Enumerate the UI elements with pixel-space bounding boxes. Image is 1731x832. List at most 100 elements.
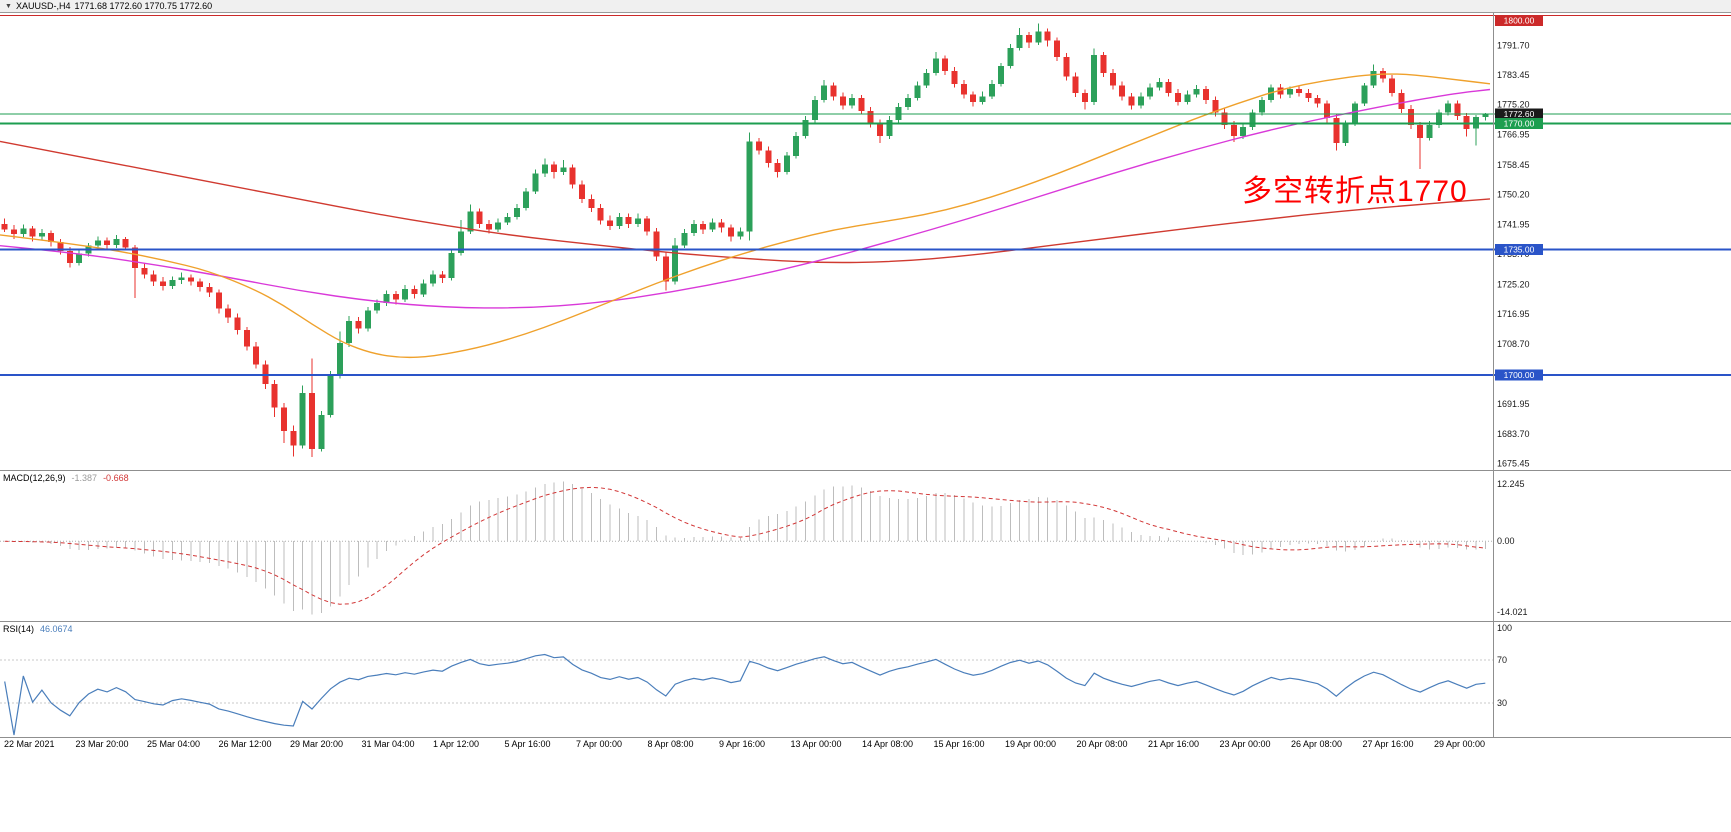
rsi-name: RSI(14): [3, 624, 35, 634]
candle-body: [1314, 98, 1321, 104]
candle-body: [1007, 47, 1014, 66]
candle-body: [951, 71, 958, 84]
candle-body: [355, 321, 362, 329]
candle-body: [579, 184, 585, 199]
price-axis[interactable]: 1791.70 1783.45 1775.20 1766.95 1758.45 1750.…: [1495, 15, 1543, 708]
time-label: 14 Apr 08:00: [862, 739, 914, 749]
candle-body: [1407, 109, 1414, 126]
candle-body: [1063, 56, 1070, 77]
candle-body: [513, 207, 520, 217]
candle-body: [1072, 76, 1079, 93]
candle-body: [1212, 100, 1219, 113]
candle-body: [672, 245, 679, 282]
candle-body: [122, 239, 129, 248]
candle-body: [402, 288, 409, 300]
price-label: 1791.70: [1497, 40, 1530, 50]
candle-body: [1175, 92, 1181, 102]
candle-body: [1091, 55, 1098, 102]
price-badge: [1495, 243, 1543, 255]
candle-body: [1109, 73, 1116, 86]
candle-body: [932, 58, 939, 73]
candle-body: [1081, 92, 1088, 102]
candle-body: [1230, 125, 1237, 136]
candle-body: [877, 123, 883, 136]
candle-body: [765, 150, 772, 163]
candle-body: [38, 233, 45, 237]
candle-body: [1417, 125, 1424, 138]
candle-body: [187, 277, 194, 282]
candle-body: [66, 251, 73, 263]
rsi-panel: [0, 653, 1493, 736]
candle-body: [1165, 82, 1172, 93]
price-badge-label: 1770.00: [1504, 118, 1535, 128]
candle-body: [960, 83, 967, 95]
candle-body: [560, 167, 567, 172]
time-label: 26 Apr 08:00: [1291, 739, 1343, 749]
annotation-text[interactable]: 多空转折点1770: [1242, 175, 1468, 208]
price-label: 1766.95: [1497, 129, 1530, 139]
candle-body: [867, 110, 874, 124]
moving-averages: [0, 73, 1491, 359]
candle-body: [774, 162, 781, 172]
candle-body: [681, 233, 688, 246]
candle-body: [905, 98, 911, 108]
candle-body: [1, 224, 8, 230]
time-label: 29 Mar 20:00: [290, 739, 344, 749]
candle-body: [886, 119, 893, 136]
candle-body: [458, 231, 464, 253]
candle-body: [597, 207, 604, 221]
candle-body: [57, 242, 64, 252]
macd-signal-line: [4, 486, 1486, 605]
candle-body: [420, 283, 427, 295]
rsi-axis-label: 70: [1497, 655, 1507, 665]
candle-body: [234, 317, 241, 331]
candle-body: [1445, 103, 1452, 113]
candle-body: [76, 253, 83, 263]
candle-body: [1277, 87, 1284, 95]
candle-body: [1137, 96, 1144, 106]
candle-body: [1240, 127, 1247, 136]
macd-histogram: [13, 481, 1486, 615]
rsi-line: [4, 653, 1486, 736]
candle-body: [243, 330, 250, 347]
rsi-axis-label: 30: [1497, 698, 1507, 708]
candle-body: [374, 303, 381, 311]
candle-body: [160, 281, 166, 286]
candle-body: [756, 141, 762, 151]
candle-body: [607, 220, 613, 226]
time-axis[interactable]: 22 Mar 2021 23 Mar 20:00 25 Mar 04:00 26 Ma…: [0, 739, 1731, 753]
rsi-axis-label: 100: [1497, 623, 1512, 633]
candle-body: [662, 256, 669, 282]
time-label: 29 Apr 00:00: [1434, 739, 1486, 749]
candle-body: [942, 58, 949, 72]
candle-body: [467, 211, 474, 232]
candle-body: [1035, 31, 1042, 43]
candle-body: [1128, 96, 1135, 106]
candle-body: [1156, 82, 1163, 88]
candle-body: [11, 229, 17, 235]
price-badge-label: 1800.00: [1504, 16, 1535, 26]
candle-body: [411, 288, 418, 295]
candle-body: [1221, 112, 1228, 126]
candle-body: [104, 240, 111, 245]
candle-body: [206, 287, 213, 293]
candle-body: [113, 239, 120, 245]
candle-body: [48, 233, 55, 243]
macd-axis-label: 0.00: [1497, 536, 1515, 546]
candle-body: [616, 216, 623, 226]
time-label: 23 Mar 20:00: [75, 739, 129, 749]
candle-body: [178, 277, 185, 280]
candle-body: [1324, 103, 1330, 118]
candle-body: [225, 308, 232, 318]
candle-body: [150, 274, 157, 282]
candle-body: [690, 224, 697, 234]
candle-body: [821, 85, 828, 100]
candle-body: [849, 98, 856, 106]
time-label: 27 Apr 16:00: [1362, 739, 1414, 749]
candle-body: [802, 119, 809, 136]
candle-body: [504, 216, 511, 223]
chart-title-bar: ▼ XAUUSD-,H4 1771.68 1772.60 1770.75 177…: [0, 0, 1731, 13]
time-label: 5 Apr 16:00: [504, 739, 551, 749]
time-label: 26 Mar 12:00: [218, 739, 272, 749]
